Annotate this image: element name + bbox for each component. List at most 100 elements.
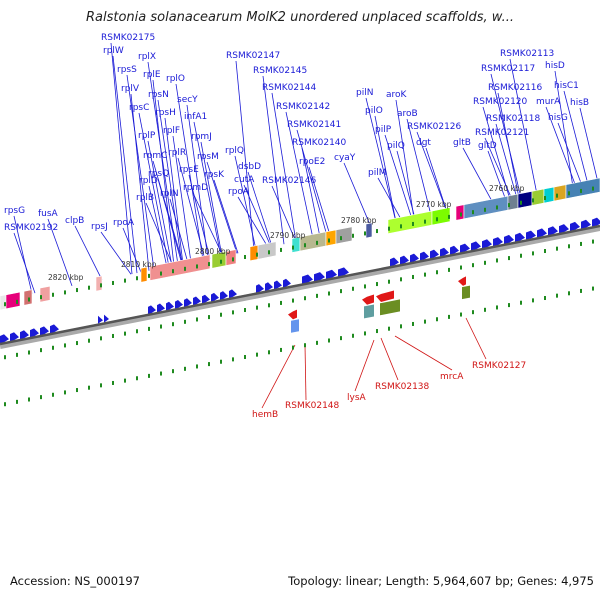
gene-label[interactable]: cyaY xyxy=(334,153,356,163)
gene-label[interactable]: RSMK02144 xyxy=(262,83,317,93)
gene-label[interactable]: fusA xyxy=(38,209,59,219)
connector-line xyxy=(497,92,520,199)
gene-label[interactable]: hisC1 xyxy=(554,81,579,91)
tick-label: 2800 kbp xyxy=(195,247,231,256)
gene-label[interactable]: rpoE2 xyxy=(299,157,325,167)
gene-label[interactable]: RSMK02121 xyxy=(475,128,529,138)
gene-label[interactable]: rplR xyxy=(168,148,186,158)
gene-label[interactable]: RSMK02118 xyxy=(486,114,541,124)
gene-label[interactable]: rpsS xyxy=(117,65,137,75)
gene-label[interactable]: infA1 xyxy=(184,112,207,122)
gene-label[interactable]: hisD xyxy=(545,61,565,71)
connector-line xyxy=(557,122,583,186)
gene-label[interactable]: cutA xyxy=(234,175,255,185)
forward-arrow xyxy=(420,251,429,262)
tick-mark xyxy=(496,205,498,210)
forward-arrow xyxy=(471,241,481,252)
tick-label: 2760 kbp xyxy=(489,184,525,193)
gene-label[interactable]: rplP xyxy=(138,131,156,141)
gene-label[interactable]: secY xyxy=(177,95,198,105)
connector-line xyxy=(247,171,273,247)
tick-mark xyxy=(364,284,366,289)
gene-label[interactable]: rplQ xyxy=(225,146,244,156)
gene-label[interactable]: rplF xyxy=(163,126,180,136)
gene-label[interactable]: RSMK02145 xyxy=(253,66,307,76)
gene-label[interactable]: pilP xyxy=(375,125,392,135)
gene-label[interactable]: RSMK02147 xyxy=(226,51,280,61)
gene-block xyxy=(325,229,337,247)
tick-mark xyxy=(568,291,570,296)
gene-label[interactable]: rpsG xyxy=(4,206,25,216)
gene-label[interactable]: pilQ xyxy=(387,141,405,151)
gene-label[interactable]: murA xyxy=(536,97,561,107)
gene-label[interactable]: mrcA xyxy=(440,372,464,382)
gene-label[interactable]: rpsK xyxy=(204,170,225,180)
gene-label[interactable]: RSMK02148 xyxy=(285,401,340,411)
connector-line xyxy=(186,104,209,260)
gene-label[interactable]: hisB xyxy=(570,98,589,108)
gene-label[interactable]: RSMK02120 xyxy=(473,97,528,107)
gene-label[interactable]: rplB xyxy=(136,193,154,203)
connector-line xyxy=(74,225,103,281)
genome-backbone-shadow xyxy=(0,225,600,349)
tick-mark xyxy=(28,350,30,355)
tick-mark xyxy=(112,380,114,385)
tick-mark xyxy=(64,290,66,295)
gene-label[interactable]: aroB xyxy=(397,109,418,119)
gene-label[interactable]: RSMK02146 xyxy=(262,176,317,186)
gene-label[interactable]: rpoA xyxy=(228,187,250,197)
gene-label[interactable]: rplN xyxy=(160,189,179,199)
accession-text: Accession: NS_000197 xyxy=(10,574,140,588)
gene-label[interactable]: rpmC xyxy=(143,151,167,161)
gene-label[interactable]: rplE xyxy=(143,70,161,80)
tick-mark xyxy=(160,324,162,329)
gene-label[interactable]: rpsM xyxy=(197,152,219,162)
gene-label[interactable]: dgt xyxy=(416,138,431,148)
gene-label[interactable]: gltB xyxy=(453,138,471,148)
gene-label[interactable]: rplO xyxy=(166,74,185,84)
gene-label[interactable]: rpmD xyxy=(183,183,208,193)
tick-mark xyxy=(280,300,282,305)
gene-label[interactable]: rpoA xyxy=(113,218,135,228)
gene-label[interactable]: rplX xyxy=(138,52,156,62)
gene-label[interactable]: RSMK02142 xyxy=(276,102,330,112)
gene-label[interactable]: rplW xyxy=(103,46,124,56)
gene-label[interactable]: RSMK02192 xyxy=(4,223,58,233)
gene-label[interactable]: rpsJ xyxy=(91,222,108,232)
gene-label[interactable]: RSMK02113 xyxy=(500,49,554,59)
gene-label[interactable]: RSMK02116 xyxy=(488,83,543,93)
gene-label[interactable]: pilO xyxy=(365,106,383,116)
gene-label[interactable]: dsbD xyxy=(238,162,261,172)
gene-label[interactable]: RSMK02138 xyxy=(375,382,430,392)
gene-label[interactable]: RSMK02117 xyxy=(481,64,535,74)
gene-label[interactable]: rplV xyxy=(121,84,140,94)
tick-mark xyxy=(424,319,426,324)
tick-mark xyxy=(232,357,234,362)
gene-label[interactable]: pilM xyxy=(368,168,386,178)
gene-label[interactable]: RSMK02175 xyxy=(101,33,155,43)
gene-label[interactable]: RSMK02127 xyxy=(472,361,526,371)
connector-line xyxy=(394,335,453,371)
forward-arrow xyxy=(50,324,59,335)
gene-label[interactable]: rpsC xyxy=(129,103,149,113)
gene-label[interactable]: rpsN xyxy=(148,90,169,100)
gene-label[interactable]: hemB xyxy=(252,410,278,420)
gene-label[interactable]: rpsQ xyxy=(148,169,169,179)
gene-label[interactable]: lysA xyxy=(347,393,367,403)
gene-label[interactable]: aroK xyxy=(386,90,408,100)
tick-mark xyxy=(28,297,30,302)
gene-label[interactable]: RSMK02140 xyxy=(292,138,347,148)
gene-label[interactable]: rpsH xyxy=(155,108,176,118)
gene-label[interactable]: rplD xyxy=(139,176,158,186)
reverse-connector-lines xyxy=(261,317,487,409)
gene-label[interactable]: clpB xyxy=(65,216,84,226)
tick-mark xyxy=(412,321,414,326)
gene-label[interactable]: rpmJ xyxy=(191,132,212,142)
gene-label[interactable]: gltD xyxy=(478,141,497,151)
gene-label[interactable]: rpsE xyxy=(179,165,199,175)
tick-mark xyxy=(568,244,570,249)
gene-label[interactable]: hisG xyxy=(548,113,568,123)
gene-label[interactable]: RSMK02126 xyxy=(407,122,462,132)
gene-label[interactable]: pilN xyxy=(356,88,373,98)
gene-label[interactable]: RSMK02141 xyxy=(287,120,341,130)
